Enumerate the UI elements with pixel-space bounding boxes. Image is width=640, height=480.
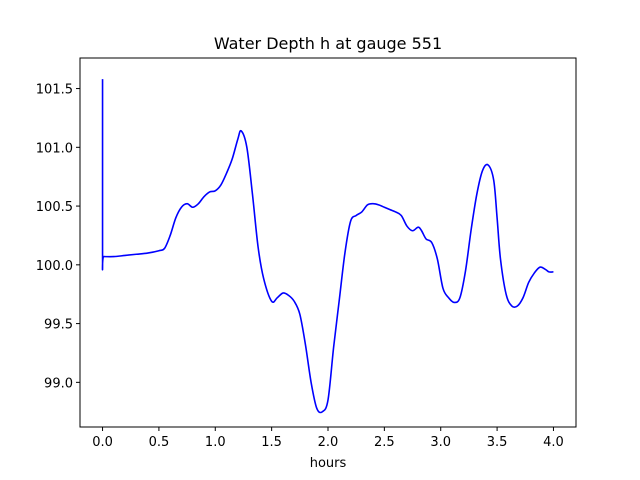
- y-axis: 99.0 99.5 100.0 100.5 101.0 101.5: [36, 83, 80, 391]
- chart-title: Water Depth h at gauge 551: [214, 34, 442, 53]
- x-tick-label: 2.0: [318, 435, 339, 450]
- x-tick-label: 4.0: [543, 435, 564, 450]
- y-tick-label: 99.5: [44, 318, 73, 333]
- x-tick-label: 1.0: [205, 435, 226, 450]
- y-tick-label: 101.0: [36, 141, 73, 156]
- y-tick-label: 100.0: [36, 259, 73, 274]
- x-tick-label: 3.5: [487, 435, 508, 450]
- x-tick-label: 0.5: [149, 435, 170, 450]
- y-tick-label: 100.5: [36, 200, 73, 215]
- x-tick-label: 2.5: [374, 435, 395, 450]
- series-line: [101, 79, 554, 414]
- x-tick-label: 1.5: [261, 435, 282, 450]
- x-axis-label: hours: [310, 456, 347, 471]
- y-tick-label: 99.0: [44, 376, 73, 391]
- x-axis: 0.0 0.5 1.0 1.5 2.0 2.5 3.0 3.5 4.0: [92, 427, 564, 450]
- x-tick-label: 3.0: [430, 435, 451, 450]
- plot-area: [101, 79, 554, 414]
- y-tick-label: 101.5: [36, 83, 73, 98]
- plot-frame: [79, 57, 577, 428]
- x-tick-label: 0.0: [92, 435, 113, 450]
